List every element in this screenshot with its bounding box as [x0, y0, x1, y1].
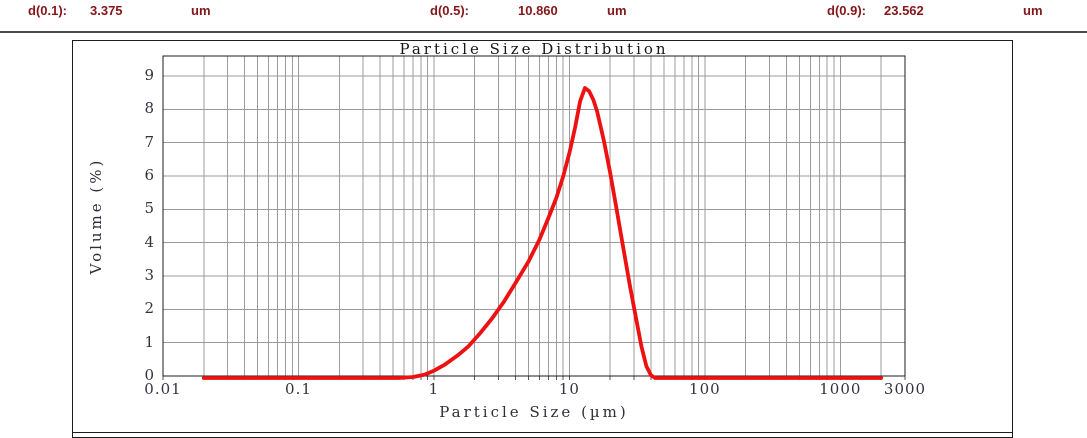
next-section-border [72, 431, 1013, 438]
y-tick-label: 4 [144, 232, 155, 251]
x-tick-label: 1 [428, 380, 440, 398]
y-tick-label: 5 [144, 199, 155, 218]
y-tick-label: 1 [144, 332, 155, 351]
y-tick-label: 7 [144, 132, 155, 151]
d10-value: 3.375 [90, 3, 123, 18]
x-axis-label: Particle Size (µm) [439, 403, 629, 421]
y-tick-label: 2 [144, 299, 155, 318]
d90-unit: um [1023, 3, 1043, 18]
particle-size-chart: Particle Size Distribution Particle Size… [72, 40, 1011, 431]
d50-label: d(0.5): [430, 3, 469, 18]
d50-value: 10.860 [518, 3, 558, 18]
distribution-curve [201, 86, 883, 380]
plot-canvas [162, 55, 906, 380]
d90-label: d(0.9): [827, 3, 866, 18]
chart-title: Particle Size Distribution [399, 40, 669, 58]
y-tick-label: 0 [144, 366, 155, 384]
y-tick-label: 9 [144, 66, 155, 84]
x-tick-label: 3000 [883, 380, 927, 398]
y-tick-label: 8 [144, 99, 155, 118]
header-divider [0, 31, 1087, 33]
d10-label: d(0.1): [28, 3, 67, 18]
y-tick-label: 6 [144, 166, 155, 184]
d50-unit: um [607, 3, 627, 18]
d90-value: 23.562 [884, 3, 924, 18]
x-tick-label: 0.01 [144, 380, 182, 398]
x-tick-label: 0.1 [285, 380, 312, 398]
x-tick-label: 10 [558, 380, 580, 398]
x-tick-label: 100 [689, 380, 721, 398]
y-axis-label: Volume (%) [87, 157, 105, 275]
y-tick-label: 3 [144, 266, 155, 284]
plot-frame [162, 55, 906, 377]
x-tick-label: 1000 [819, 380, 862, 398]
d10-unit: um [191, 3, 211, 18]
